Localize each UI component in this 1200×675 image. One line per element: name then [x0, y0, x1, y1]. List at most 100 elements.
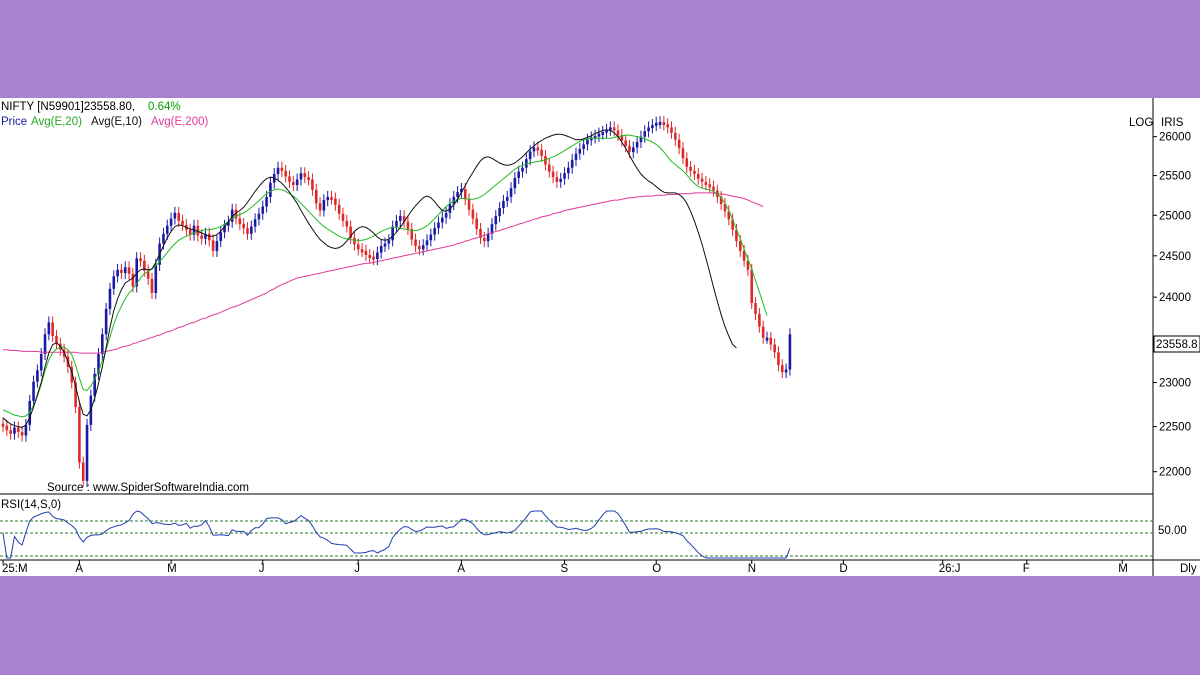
chart-svg: 26000 25500 25000 24500 24000 23000 22500 22000…	[0, 98, 1200, 576]
y-tick-label: 23000	[1159, 378, 1191, 390]
candle-body	[467, 199, 471, 210]
candle-body	[70, 366, 74, 383]
price-tag-box	[1153, 335, 1200, 353]
candle-body	[154, 264, 158, 293]
candle-body	[502, 200, 505, 209]
candle-body	[334, 198, 337, 205]
candle-body	[372, 256, 375, 260]
candle-body	[773, 344, 776, 353]
candle-body	[780, 365, 784, 373]
y-tick-label: 24500	[1159, 251, 1191, 263]
candle-body	[628, 145, 631, 153]
candle-body	[81, 462, 85, 481]
legend-ema20: Avg(E,20)	[31, 116, 82, 128]
candle-body	[139, 258, 142, 262]
candle-body	[685, 158, 689, 167]
y-tick-label: 25000	[1159, 210, 1191, 222]
candle-body	[177, 212, 181, 221]
candle-body	[120, 269, 123, 274]
candle-body	[322, 200, 326, 211]
candle-body	[74, 382, 77, 408]
candle-body	[632, 147, 635, 153]
x-tick-label: N	[748, 563, 756, 575]
candle-body	[250, 226, 253, 234]
candle-body	[345, 220, 349, 227]
candle-body	[108, 288, 112, 309]
candle-body	[204, 233, 207, 239]
x-tick-label: M	[1118, 563, 1128, 575]
legend-ema200: Avg(E,200)	[151, 116, 208, 128]
candle-body	[311, 179, 314, 190]
candle-body	[78, 407, 81, 463]
candle-body	[433, 228, 436, 235]
x-tick-label: A	[457, 563, 465, 575]
candle-body	[517, 171, 520, 178]
log-button[interactable]: LOG	[1129, 117, 1153, 129]
legend-ema10: Avg(E,10)	[91, 116, 142, 128]
candle-body	[219, 232, 223, 242]
candle-body	[658, 122, 662, 126]
candle-body	[460, 188, 463, 193]
source-text: Source : www.SpiderSoftwareIndia.com	[47, 482, 249, 494]
candle-body	[479, 228, 482, 238]
candle-body	[601, 131, 605, 136]
period-label[interactable]: Dly	[1180, 563, 1197, 575]
candle-body	[143, 260, 146, 271]
candle-body	[719, 196, 723, 205]
candle-body	[265, 196, 268, 207]
candle-body	[169, 218, 173, 226]
candle-body	[391, 226, 394, 241]
x-tick-label: 26:J	[939, 563, 961, 575]
candle-body	[586, 139, 589, 145]
candle-body	[146, 270, 150, 279]
candle-body	[498, 208, 501, 217]
candle-body	[574, 153, 578, 160]
x-tick-label: D	[839, 563, 847, 575]
candle-body	[441, 217, 444, 223]
candle-body	[376, 252, 379, 260]
candle-body	[662, 122, 666, 126]
candle-body	[269, 182, 272, 197]
candle-body	[563, 173, 566, 179]
candle-body	[536, 147, 540, 151]
rsi-level-label: 50.00	[1158, 525, 1187, 537]
candle-body	[738, 241, 742, 251]
candle-body	[567, 167, 570, 174]
candle-body	[693, 170, 696, 174]
candle-body	[364, 250, 368, 255]
candle-body	[647, 127, 650, 132]
candle-body	[9, 430, 12, 434]
candle-body	[758, 313, 761, 327]
candle-body	[51, 322, 54, 336]
candle-body	[677, 139, 681, 149]
candle-body	[609, 127, 612, 131]
candle-body	[295, 179, 299, 186]
y-tick-label: 24000	[1159, 292, 1191, 304]
candle-body	[635, 142, 639, 148]
candle-body	[330, 196, 333, 200]
candle-body	[639, 136, 643, 143]
candle-body	[261, 206, 265, 214]
candle-body	[116, 269, 119, 277]
ema20-line	[2, 134, 768, 418]
candle-body	[215, 241, 219, 251]
candle-body	[32, 381, 35, 401]
candle-body	[670, 127, 673, 133]
candle-body	[777, 352, 780, 366]
candle-body	[303, 173, 307, 178]
candle-body	[742, 250, 746, 261]
candle-body	[421, 245, 425, 250]
candle-body	[230, 209, 234, 222]
candle-body	[410, 228, 414, 240]
price-tag: 23558.8	[1156, 339, 1198, 351]
candle-body	[490, 224, 494, 234]
candle-body	[24, 424, 28, 436]
candle-body	[211, 240, 215, 251]
legend-price: Price	[1, 116, 27, 128]
iris-button[interactable]: IRIS	[1161, 117, 1184, 129]
candle-body	[402, 216, 406, 222]
candle-body	[654, 122, 658, 126]
candle-body	[513, 177, 517, 189]
price-axis: 26000 25500 25000 24500 24000 23000 22500 22000	[1153, 132, 1191, 479]
candle-body	[257, 213, 261, 220]
